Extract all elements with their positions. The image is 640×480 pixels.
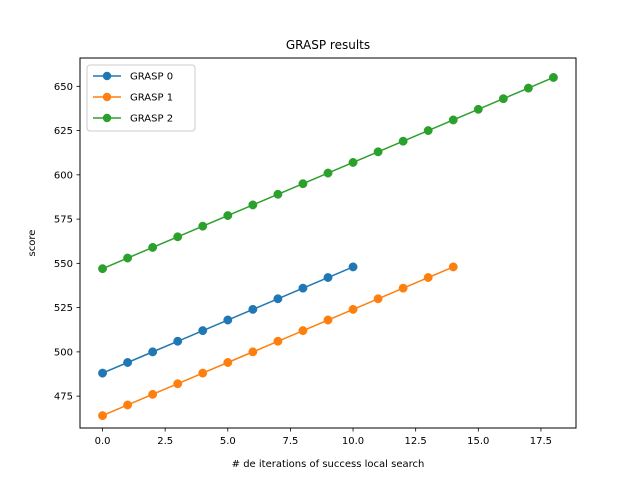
x-tick-label: 7.5 xyxy=(282,436,298,447)
data-point xyxy=(273,189,283,199)
data-point xyxy=(523,83,533,93)
data-point xyxy=(398,283,408,293)
series-layer xyxy=(98,73,558,421)
y-tick-label: 575 xyxy=(54,215,73,226)
x-tick-label: 2.5 xyxy=(157,436,173,447)
legend: GRASP 0 GRASP 1 GRASP 2 xyxy=(86,64,196,132)
data-point xyxy=(348,157,358,167)
legend-marker xyxy=(102,92,112,102)
data-point xyxy=(248,200,258,210)
data-point xyxy=(98,411,107,421)
plot-frame xyxy=(79,57,577,429)
y-axis-ticks: 475 500 525 550 575 600 625 650 xyxy=(54,82,80,403)
y-tick-label: 600 xyxy=(54,170,73,181)
data-point xyxy=(248,304,258,314)
data-point xyxy=(423,126,433,136)
data-point xyxy=(348,262,358,272)
data-point xyxy=(148,242,158,252)
y-tick-label: 475 xyxy=(54,392,73,403)
data-point xyxy=(223,211,233,221)
data-point xyxy=(173,336,183,346)
data-point xyxy=(248,347,258,357)
x-tick-label: 12.5 xyxy=(405,436,427,447)
data-point xyxy=(298,283,308,293)
y-tick-label: 525 xyxy=(54,303,73,314)
x-tick-label: 0.0 xyxy=(95,436,111,447)
data-point xyxy=(198,221,208,231)
data-point xyxy=(473,104,483,114)
data-point xyxy=(173,232,183,242)
data-point xyxy=(198,368,208,378)
data-point xyxy=(173,379,183,389)
y-axis-label: score xyxy=(27,230,38,257)
data-point xyxy=(273,336,283,346)
legend-marker xyxy=(102,71,112,81)
data-point xyxy=(373,294,383,304)
data-point xyxy=(549,73,558,82)
legend-frame xyxy=(86,64,196,132)
x-tick-label: 17.5 xyxy=(530,436,552,447)
data-point xyxy=(298,179,308,189)
data-point xyxy=(323,168,333,178)
x-tick-label: 5.0 xyxy=(220,436,236,447)
data-point xyxy=(223,315,233,325)
data-point xyxy=(398,136,408,146)
data-point xyxy=(448,115,458,125)
series-1 xyxy=(98,262,458,421)
data-point xyxy=(323,273,333,282)
data-point xyxy=(348,304,358,314)
x-tick-label: 15.0 xyxy=(467,436,489,447)
legend-label: GRASP 0 xyxy=(130,72,173,83)
data-point xyxy=(323,315,333,325)
data-point xyxy=(198,326,208,336)
data-point xyxy=(373,147,383,157)
x-axis-ticks: 0.0 2.5 5.0 7.5 10.0 12.5 15.0 17.5 xyxy=(95,428,552,447)
data-point xyxy=(98,264,107,274)
data-point xyxy=(148,389,158,399)
legend-label: GRASP 2 xyxy=(130,114,173,125)
data-point xyxy=(448,262,458,272)
data-point xyxy=(123,253,133,263)
legend-marker xyxy=(102,113,112,123)
series-2 xyxy=(98,73,558,274)
data-point xyxy=(123,358,133,367)
data-point xyxy=(423,273,433,282)
series-0 xyxy=(98,262,358,378)
legend-label: GRASP 1 xyxy=(130,93,173,104)
x-tick-label: 10.0 xyxy=(342,436,364,447)
y-tick-label: 500 xyxy=(54,347,73,358)
chart-title: GRASP results xyxy=(286,38,370,52)
y-tick-label: 550 xyxy=(54,259,73,270)
y-tick-label: 625 xyxy=(54,126,73,137)
y-tick-label: 650 xyxy=(54,82,73,93)
data-point xyxy=(498,94,508,104)
data-point xyxy=(98,368,107,378)
data-point xyxy=(123,400,133,410)
x-axis-label: # de iterations of success local search xyxy=(232,459,425,470)
data-point xyxy=(273,294,283,304)
data-point xyxy=(223,358,233,367)
data-point xyxy=(148,347,158,357)
data-point xyxy=(298,326,308,336)
